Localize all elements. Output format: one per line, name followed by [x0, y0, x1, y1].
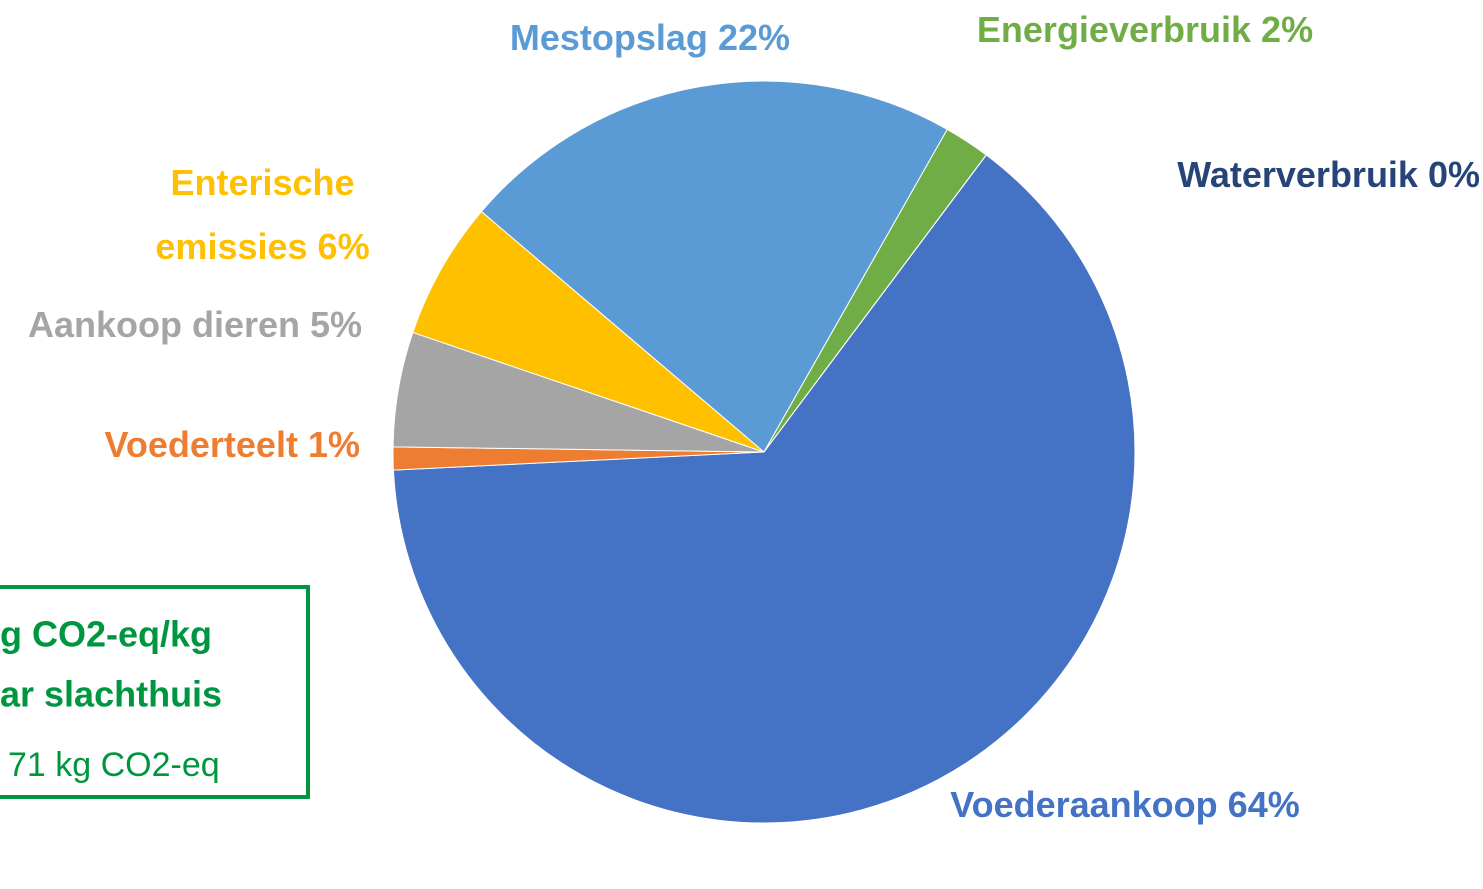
slice-label: Voederteelt 1%	[0, 413, 360, 477]
category-label: Enterische emissies	[155, 162, 355, 267]
slice-label: Mestopslag 22%	[380, 6, 790, 70]
note-line: ar slachthuis	[0, 674, 222, 715]
value-label: 2%	[1261, 9, 1314, 50]
slice-label: Energieverbruik 2%	[975, 0, 1315, 62]
category-label: Energieverbruik	[976, 9, 1252, 50]
value-label: 5%	[310, 304, 363, 345]
category-label: Mestopslag	[509, 17, 708, 58]
slice-label: Voederaankoop 64%	[950, 773, 1300, 837]
category-label: Waterverbruik	[1177, 154, 1418, 195]
note-box	[0, 585, 310, 799]
value-label: 0%	[1427, 154, 1480, 195]
pie-slice	[763, 154, 987, 453]
note-line: g CO2-eq/kg	[0, 614, 212, 655]
pie-slice	[412, 210, 765, 453]
slice-label: Waterverbruik 0%	[1060, 143, 1480, 207]
value-label: 1%	[307, 424, 360, 465]
pie-slice	[392, 154, 1136, 824]
slice-label: Enterische emissies 6%	[110, 151, 415, 279]
slice-label: Aankoop dieren 5%	[20, 293, 370, 357]
value-label: 64%	[1227, 784, 1300, 825]
value-label: 6%	[317, 226, 370, 267]
pie-slice	[480, 80, 948, 453]
category-label: Aankoop dieren	[27, 304, 300, 345]
category-label: Voederaankoop	[950, 784, 1218, 825]
category-label: Voederteelt	[104, 424, 298, 465]
value-label: 22%	[717, 17, 790, 58]
note-line: 71 kg CO2-eq	[8, 746, 220, 784]
